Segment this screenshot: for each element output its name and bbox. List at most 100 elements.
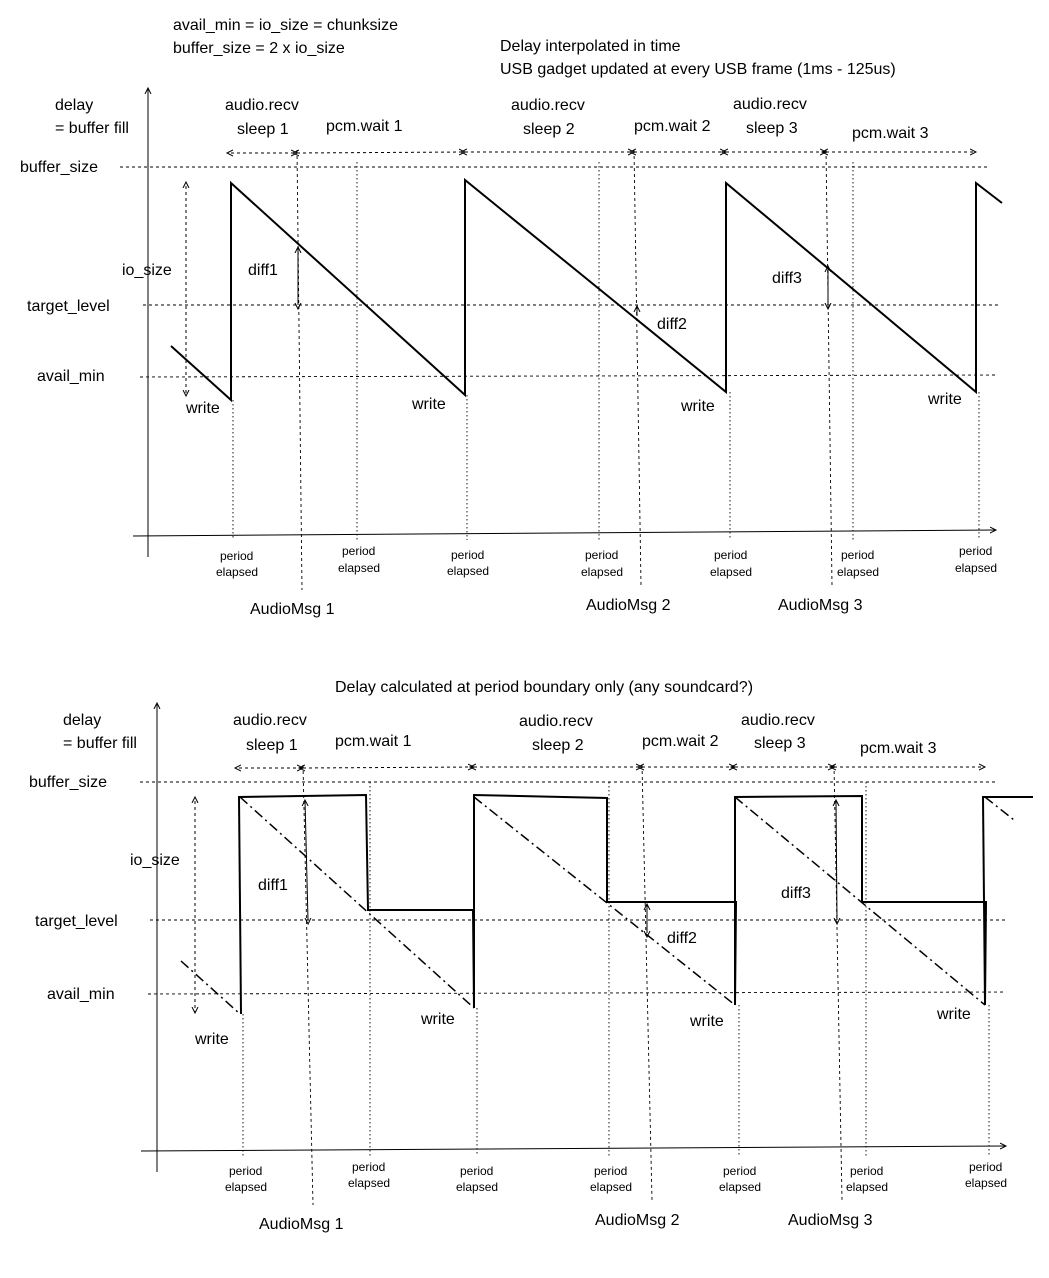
elapsed-label: elapsed	[710, 565, 752, 579]
interpolated-delay-line	[984, 796, 1015, 821]
elapsed-label: elapsed	[456, 1180, 498, 1194]
elapsed-label: elapsed	[965, 1176, 1007, 1190]
delay-label: delay	[55, 97, 93, 114]
write-label: write	[680, 398, 715, 415]
header-line-1: avail_min = io_size = chunksize	[173, 17, 398, 34]
write-label: write	[420, 1011, 455, 1028]
elapsed-label: elapsed	[846, 1180, 888, 1194]
write-label: write	[411, 396, 446, 413]
interpolated-delay-line	[473, 796, 736, 1006]
write-label: write	[689, 1013, 724, 1030]
period-label: period	[959, 544, 992, 558]
interpolated-delay-line	[734, 796, 986, 1006]
period-label: period	[460, 1164, 493, 1178]
elapsed-label: elapsed	[348, 1176, 390, 1190]
diff-label: diff1	[258, 877, 288, 894]
audiomsg-label: AudioMsg 2	[586, 597, 671, 614]
audiomsg-label: AudioMsg 2	[595, 1212, 680, 1229]
period-label: period	[585, 548, 618, 562]
period-label: period	[229, 1164, 262, 1178]
audio-recv-label: audio.recv	[511, 97, 585, 114]
avail-min-label: avail_min	[37, 368, 105, 385]
pcm-wait-label: pcm.wait 2	[642, 733, 719, 750]
audio-recv-label: audio.recv	[733, 96, 807, 113]
audio-recv-label: audio.recv	[225, 97, 299, 114]
elapsed-label: elapsed	[590, 1180, 632, 1194]
audiomsg-line	[296, 149, 303, 591]
io-size-label: io_size	[122, 262, 172, 279]
elapsed-label: elapsed	[581, 565, 623, 579]
interpolated-delay-line	[239, 796, 475, 1009]
audiomsg-label: AudioMsg 3	[788, 1212, 873, 1229]
audiomsg-label: AudioMsg 1	[250, 601, 335, 618]
diff-arrow	[836, 800, 837, 920]
period-label: period	[969, 1160, 1002, 1174]
elapsed-label: elapsed	[447, 564, 489, 578]
diagram-interpolated: delay = buffer fill buffer_size io_size …	[20, 88, 1003, 618]
audio-recv-label: audio.recv	[233, 712, 307, 729]
elapsed-label: elapsed	[837, 565, 879, 579]
audiomsg-line	[641, 764, 653, 1201]
header-note-1: Delay interpolated in time	[500, 38, 681, 55]
elapsed-label: elapsed	[216, 565, 258, 579]
pcm-wait-label: pcm.wait 1	[326, 118, 403, 135]
diagram-period-boundary: delay = buffer fill buffer_size io_size …	[29, 703, 1033, 1233]
period-label: period	[352, 1160, 385, 1174]
write-label: write	[936, 1006, 971, 1023]
diff-label: diff3	[772, 270, 802, 287]
delay-label: delay	[63, 712, 101, 729]
period-label: period	[451, 548, 484, 562]
audio-recv-label: audio.recv	[741, 712, 815, 729]
audiomsg-line	[633, 149, 642, 586]
elapsed-label: elapsed	[719, 1180, 761, 1194]
diff-label: diff1	[248, 262, 278, 279]
write-label: write	[185, 400, 220, 417]
pcm-wait-label: pcm.wait 2	[634, 118, 711, 135]
audiomsg-label: AudioMsg 1	[259, 1216, 344, 1233]
sleep-label: sleep 1	[246, 737, 298, 754]
sleep-label: sleep 3	[754, 735, 806, 752]
pcm-wait-label: pcm.wait 1	[335, 733, 412, 750]
avail-min-label: avail_min	[47, 986, 115, 1003]
header-line-2: buffer_size = 2 x io_size	[173, 40, 345, 57]
period-label: period	[723, 1164, 756, 1178]
sleep-label: sleep 3	[746, 120, 798, 137]
period-label: period	[220, 549, 253, 563]
diff-arrow	[305, 800, 308, 920]
period-label: period	[594, 1164, 627, 1178]
audiomsg-label: AudioMsg 3	[778, 597, 863, 614]
period-label: period	[850, 1164, 883, 1178]
avail-min-line	[139, 374, 996, 378]
x-axis	[140, 1146, 1006, 1152]
write-label: write	[927, 391, 962, 408]
sleep-label: sleep 2	[532, 737, 584, 754]
audiomsg-line	[302, 764, 314, 1206]
elapsed-label: elapsed	[225, 1180, 267, 1194]
interpolated-delay-line	[180, 960, 241, 1015]
elapsed-label: elapsed	[955, 561, 997, 575]
x-axis	[132, 530, 996, 537]
buffer-size-label: buffer_size	[29, 774, 107, 791]
buffer-fill-label: = buffer fill	[63, 735, 137, 752]
diagram2-title: Delay calculated at period boundary only…	[335, 679, 753, 696]
period-label: period	[714, 548, 747, 562]
pcm-wait-label: pcm.wait 3	[852, 125, 929, 142]
period-label: period	[841, 548, 874, 562]
avail-min-line	[147, 991, 1007, 995]
diff-label: diff2	[667, 930, 697, 947]
target-level-label: target_level	[27, 298, 110, 315]
elapsed-label: elapsed	[338, 561, 380, 575]
period-label: period	[342, 544, 375, 558]
diff-label: diff3	[781, 885, 811, 902]
buffer-fill-label: = buffer fill	[55, 120, 129, 137]
pcm-wait-interval-arrow	[297, 152, 465, 153]
pcm-wait-interval-arrow	[303, 767, 474, 768]
audiomsg-line	[833, 764, 843, 1201]
buffer-fill-stepped	[237, 793, 1033, 1015]
diff-label: diff2	[657, 316, 687, 333]
io-size-label: io_size	[130, 852, 180, 869]
write-label: write	[194, 1031, 229, 1048]
audio-recv-label: audio.recv	[519, 713, 593, 730]
header-note-2: USB gadget updated at every USB frame (1…	[500, 61, 896, 78]
